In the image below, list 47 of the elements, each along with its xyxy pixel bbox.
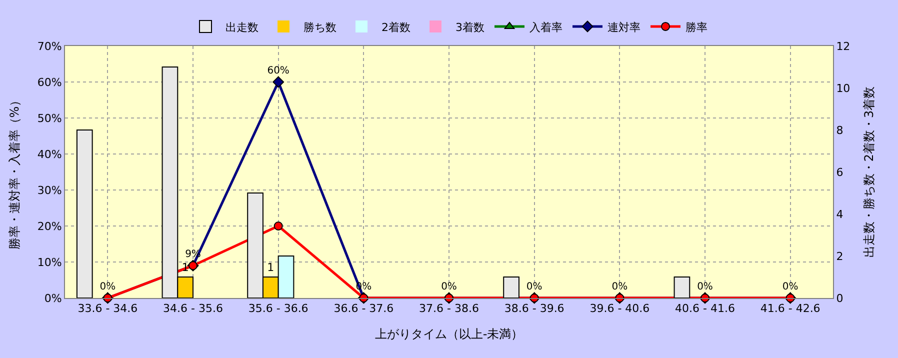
y-tick-label: 0%	[44, 292, 62, 305]
x-tick-label: 41.6 - 42.6	[760, 302, 820, 316]
y-tick-label: 40%	[37, 148, 62, 161]
y2-axis-title: 出走数・勝ち数・2着数・3着数	[862, 86, 876, 258]
y2-tick-label: 8	[836, 124, 844, 137]
point	[272, 76, 284, 88]
data-label: 0%	[612, 282, 628, 292]
legend-label: 連対率	[608, 20, 640, 34]
data-label: 0%	[697, 282, 713, 292]
point	[274, 222, 283, 230]
legend-label: 3着数	[456, 20, 484, 34]
x-tick-label: 37.6 - 38.6	[419, 302, 479, 316]
data-label: 0%	[100, 282, 116, 292]
bar	[503, 276, 520, 298]
y-tick-label: 20%	[37, 220, 62, 233]
y-tick-label: 70%	[37, 40, 62, 53]
data-label: 60%	[267, 66, 290, 76]
data-label: 0%	[782, 282, 798, 292]
y-axis-title: 勝率・連対率・入着率（%）	[8, 94, 22, 250]
y-tick-label: 50%	[37, 112, 62, 125]
y2-tick-label: 0	[836, 292, 844, 305]
data-label: 0%	[441, 282, 457, 292]
x-tick-label: 38.6 - 39.6	[504, 302, 564, 316]
bar	[76, 130, 93, 298]
x-tick-label: 39.6 - 40.6	[590, 302, 650, 316]
y-tick-label: 60%	[37, 76, 62, 89]
x-tick-label: 33.6 - 34.6	[78, 302, 138, 316]
legend-label: 勝ち数	[304, 20, 336, 34]
legend-label: 出走数	[226, 20, 258, 34]
y2-tick-label: 10	[836, 82, 850, 95]
x-tick-label: 35.6 - 36.6	[248, 302, 308, 316]
legend-label: 勝率	[686, 20, 708, 34]
x-tick-label: 34.6 - 35.6	[163, 302, 223, 316]
data-label: 1	[267, 261, 274, 274]
y2-tick-label: 12	[836, 40, 850, 53]
y2-tick-label: 6	[836, 166, 844, 179]
data-label: 0%	[526, 282, 542, 292]
y-tick-label: 10%	[37, 256, 62, 269]
x-axis-title: 上がりタイム（以上-未満）	[374, 327, 524, 342]
bar	[674, 276, 690, 298]
y2-tick-label: 4	[836, 208, 844, 221]
x-tick-label: 36.6 - 37.6	[334, 302, 394, 316]
x-tick-label: 40.6 - 41.6	[675, 302, 735, 316]
legend-label: 2着数	[382, 20, 410, 34]
legend-label: 入着率	[530, 20, 562, 34]
y-tick-label: 30%	[37, 184, 62, 197]
y2-tick-label: 2	[836, 250, 844, 263]
